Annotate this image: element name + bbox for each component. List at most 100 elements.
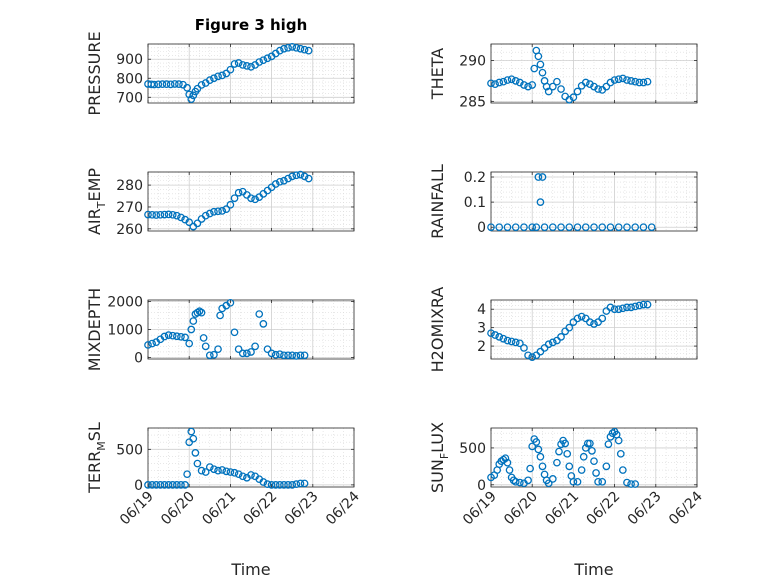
- data-point: [144, 341, 152, 349]
- data-point: [602, 462, 611, 471]
- data-point: [168, 331, 177, 340]
- panel-rainfall: 0 0.1 0.2 RAINFALL: [428, 164, 698, 239]
- data-point: [618, 74, 627, 83]
- data-point: [144, 210, 152, 219]
- data-point: [544, 479, 553, 488]
- data-point: [608, 429, 617, 438]
- data-point: [579, 452, 588, 461]
- y-axis-label: RAINFALL: [428, 164, 447, 239]
- x-axis-label-left: Time: [230, 560, 270, 579]
- data-point: [193, 459, 202, 468]
- data-point: [501, 454, 510, 463]
- y-axis-label: AIRTEMP: [85, 168, 108, 235]
- data-point: [160, 332, 169, 341]
- data-point: [156, 210, 165, 219]
- data-point: [230, 468, 239, 477]
- data-point: [511, 338, 520, 347]
- y-axis-label-tail: LUX: [428, 422, 447, 453]
- y-axis-label-main: AIR: [85, 208, 104, 235]
- data-point: [495, 78, 504, 87]
- data-point: [623, 303, 631, 312]
- data-point: [505, 466, 514, 474]
- y-axis-label: MIXDEPTH: [85, 288, 104, 371]
- x-tick-label: 06/23: [282, 489, 322, 529]
- y-axis-label-subscript: M: [95, 441, 108, 451]
- x-tick-label: 06/21: [542, 489, 582, 529]
- data-point: [160, 481, 169, 489]
- y-axis-label-tail: EMP: [85, 168, 104, 202]
- data-point: [185, 90, 194, 99]
- data-point: [515, 339, 524, 348]
- panel-pressure: 700 800 900 PRESSURE: [85, 31, 355, 116]
- data-point: [647, 223, 656, 232]
- data-point: [631, 223, 640, 232]
- data-point: [639, 300, 648, 309]
- data-point: [193, 219, 202, 228]
- data-point: [590, 320, 598, 328]
- data-point: [183, 83, 191, 92]
- data-point: [304, 46, 313, 55]
- y-axis-label-main: THETA: [428, 48, 447, 100]
- data-point: [164, 481, 173, 489]
- data-point: [590, 457, 598, 466]
- data-point: [499, 77, 508, 86]
- data-point: [487, 79, 495, 88]
- y-tick-label: 0: [134, 478, 143, 494]
- data-point: [296, 170, 305, 179]
- data-point: [565, 323, 574, 332]
- y-tick-label: 2: [477, 339, 486, 355]
- data-point: [300, 172, 309, 181]
- data-point: [565, 223, 574, 232]
- data-point: [614, 436, 623, 445]
- data-point: [288, 351, 297, 360]
- data-point: [275, 46, 284, 55]
- data-point: [511, 223, 520, 232]
- data-point: [164, 210, 173, 219]
- y-tick-label: 500: [116, 442, 143, 458]
- data-point: [553, 458, 561, 467]
- data-point: [520, 344, 528, 352]
- data-point: [234, 188, 243, 197]
- y-axis-label: THETA: [428, 48, 447, 100]
- data-point: [201, 211, 210, 220]
- data-point: [503, 336, 512, 345]
- y-axis-label: H2OMIXRA: [428, 287, 447, 373]
- data-point: [588, 447, 596, 455]
- data-point: [189, 91, 198, 100]
- data-point: [251, 342, 259, 351]
- data-point: [230, 328, 239, 337]
- data-point: [181, 333, 189, 342]
- data-point: [594, 477, 602, 486]
- data-point: [218, 466, 227, 474]
- data-point: [222, 69, 231, 78]
- y-tick-label: 0: [134, 351, 143, 367]
- data-point: [643, 77, 652, 86]
- data-point: [635, 301, 644, 310]
- data-point: [296, 351, 305, 360]
- data-point: [296, 44, 305, 53]
- data-point: [185, 218, 194, 227]
- data-point: [201, 468, 210, 476]
- data-point: [288, 172, 297, 181]
- y-tick-label: 270: [116, 200, 143, 216]
- data-point: [623, 478, 631, 487]
- data-point: [577, 312, 586, 321]
- data-point: [569, 477, 578, 486]
- panel-terr-msl: 0 500 06/19 06/20 06/21 06/22 06/23 06/24 TERRMS…: [85, 422, 363, 528]
- y-axis-label: SUNFLUX: [428, 422, 451, 493]
- data-point: [300, 45, 309, 54]
- data-point: [520, 223, 528, 232]
- data-point: [172, 211, 181, 220]
- data-point: [598, 223, 607, 232]
- data-point: [524, 476, 532, 485]
- x-axis-label-right: Time: [573, 560, 613, 579]
- data-point: [557, 333, 565, 341]
- data-point: [614, 75, 623, 84]
- y-axis-label: TERRMSL: [85, 422, 108, 494]
- data-point: [263, 345, 272, 354]
- y-tick-label: 3: [477, 321, 486, 337]
- data-point: [148, 210, 156, 219]
- data-point: [197, 81, 206, 89]
- data-point: [234, 59, 243, 67]
